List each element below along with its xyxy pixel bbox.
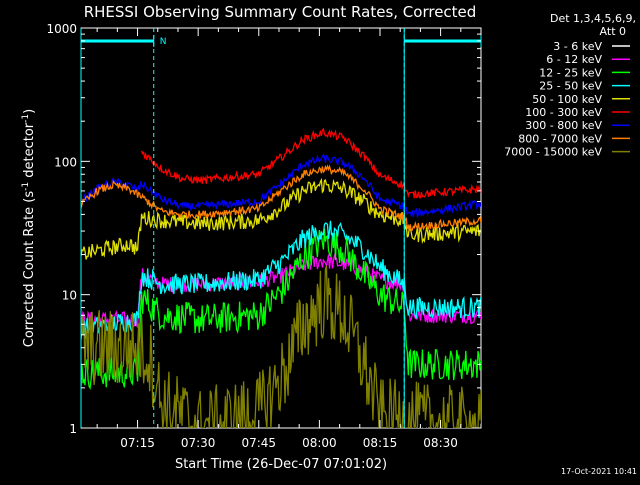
x-tick-label-2: 07:45: [241, 436, 276, 450]
legend-label-8: 7000 - 15000 keV: [504, 146, 602, 159]
x-axis-label: Start Time (26-Dec-07 07:01:02): [175, 457, 387, 472]
y-tick-label-1: 10: [62, 289, 77, 303]
legend-label-4: 50 - 100 keV: [532, 93, 602, 106]
x-axis: 07:15 07:30 07:45 08:00 08:15 08:30: [96, 28, 482, 450]
y-axis-label-sup1: -1: [21, 182, 31, 191]
timestamp: 17-Oct-2021 10:41: [561, 467, 637, 476]
series-line-3: [81, 220, 481, 340]
y-axis-label-part1: Corrected Count Rate (s: [22, 191, 37, 348]
x-tick-label-1: 07:30: [181, 436, 216, 450]
legend-label-0: 3 - 6 keV: [553, 40, 602, 53]
y-axis: 1 10 100 1000: [46, 22, 481, 436]
legend-label-5: 100 - 300 keV: [525, 106, 602, 119]
legend-header-line2: Att 0: [600, 25, 626, 38]
legend-label-6: 300 - 800 keV: [525, 119, 602, 132]
x-tick-label-5: 08:30: [423, 436, 458, 450]
y-axis-label-part3: ): [22, 109, 37, 114]
x-tick-label-4: 08:15: [363, 436, 398, 450]
chart-title: RHESSI Observing Summary Count Rates, Co…: [84, 3, 477, 21]
x-tick-label-0: 07:15: [120, 436, 155, 450]
legend-label-1: 6 - 12 keV: [546, 53, 602, 66]
y-tick-label-0: 1: [69, 422, 77, 436]
legend-label-7: 800 - 7000 keV: [518, 132, 602, 145]
y-tick-label-3: 1000: [46, 22, 77, 36]
series-line-8: [81, 265, 481, 428]
x-tick-label-3: 08:00: [302, 436, 337, 450]
y-axis-label: Corrected Count Rate (s-1 detector-1): [21, 109, 37, 347]
flag-label-0: N: [160, 37, 167, 47]
series-line-5: [140, 127, 481, 199]
legend-label-2: 12 - 25 keV: [539, 66, 602, 79]
flag-layer: N: [80, 28, 482, 428]
series-line-6: [81, 153, 481, 219]
series-layer: [81, 127, 481, 428]
y-axis-label-part2: detector: [22, 122, 37, 182]
legend-label-3: 25 - 50 keV: [539, 80, 602, 93]
series-line-2: [81, 228, 481, 390]
y-axis-label-sup2: -1: [21, 114, 31, 123]
series-line-4: [81, 177, 481, 260]
series-line-7: [81, 164, 481, 232]
y-tick-label-2: 100: [54, 155, 77, 169]
legend-header-line1: Det 1,3,4,5,6,9,: [550, 12, 636, 25]
